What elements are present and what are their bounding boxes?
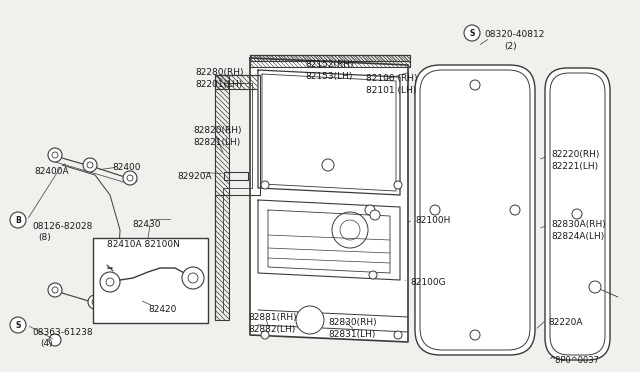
- Text: (4): (4): [40, 339, 52, 348]
- Text: ^8P0^0037: ^8P0^0037: [548, 356, 599, 365]
- Circle shape: [464, 25, 480, 41]
- Circle shape: [510, 205, 520, 215]
- Text: 08320-40812: 08320-40812: [484, 30, 545, 39]
- Text: 82882(LH): 82882(LH): [248, 325, 295, 334]
- Text: 82221(LH): 82221(LH): [551, 162, 598, 171]
- Bar: [93, 238, 208, 323]
- Circle shape: [365, 205, 375, 215]
- Circle shape: [322, 159, 334, 171]
- Circle shape: [188, 273, 198, 283]
- Circle shape: [10, 212, 26, 228]
- Circle shape: [10, 317, 26, 333]
- Text: 82100H: 82100H: [415, 216, 451, 225]
- Text: 82220A: 82220A: [548, 318, 582, 327]
- Circle shape: [182, 267, 204, 289]
- Circle shape: [572, 209, 582, 219]
- Circle shape: [106, 278, 114, 286]
- Circle shape: [88, 295, 102, 309]
- Text: 82100 (RH): 82100 (RH): [366, 74, 417, 83]
- Circle shape: [48, 148, 62, 162]
- Circle shape: [430, 205, 440, 215]
- Circle shape: [127, 175, 133, 181]
- Text: 82830(RH): 82830(RH): [328, 318, 376, 327]
- Circle shape: [87, 162, 93, 168]
- Text: 82830A(RH): 82830A(RH): [551, 220, 605, 229]
- FancyBboxPatch shape: [415, 65, 535, 355]
- Text: 82280(RH): 82280(RH): [195, 68, 243, 77]
- Text: 82420: 82420: [148, 305, 177, 314]
- Circle shape: [92, 299, 98, 305]
- Polygon shape: [258, 70, 400, 195]
- Text: 82220(RH): 82220(RH): [551, 150, 600, 159]
- Text: 82152(RH): 82152(RH): [305, 60, 353, 69]
- Text: 08363-61238: 08363-61238: [32, 328, 93, 337]
- Text: 82100G: 82100G: [410, 278, 445, 287]
- Circle shape: [394, 331, 402, 339]
- Text: 82101 (LH): 82101 (LH): [366, 86, 416, 95]
- Text: (2): (2): [504, 42, 516, 51]
- Bar: [250, 55, 410, 61]
- Text: (8): (8): [38, 233, 51, 242]
- Text: 82430: 82430: [132, 220, 161, 229]
- FancyBboxPatch shape: [545, 68, 610, 360]
- Circle shape: [261, 181, 269, 189]
- Text: S: S: [469, 29, 475, 38]
- Text: 82400: 82400: [112, 163, 141, 172]
- Circle shape: [470, 80, 480, 90]
- Polygon shape: [250, 58, 408, 342]
- Text: 82831(LH): 82831(LH): [328, 330, 376, 339]
- Circle shape: [49, 334, 61, 346]
- Text: 82820(RH): 82820(RH): [193, 126, 241, 135]
- Circle shape: [261, 331, 269, 339]
- Circle shape: [100, 272, 120, 292]
- Bar: [215, 75, 229, 320]
- Bar: [215, 75, 260, 89]
- Circle shape: [370, 210, 380, 220]
- Text: B: B: [15, 215, 21, 224]
- Circle shape: [470, 330, 480, 340]
- Text: 82410A 82100N: 82410A 82100N: [107, 240, 180, 249]
- Text: 82201(LH): 82201(LH): [195, 80, 243, 89]
- Bar: [250, 55, 410, 67]
- Circle shape: [123, 171, 137, 185]
- Text: 82153(LH): 82153(LH): [305, 72, 353, 81]
- Circle shape: [52, 152, 58, 158]
- Text: S: S: [15, 321, 20, 330]
- Circle shape: [52, 287, 58, 293]
- Text: 82824A(LH): 82824A(LH): [551, 232, 604, 241]
- Text: 82920A: 82920A: [177, 172, 212, 181]
- Circle shape: [48, 283, 62, 297]
- Circle shape: [296, 306, 324, 334]
- Circle shape: [83, 158, 97, 172]
- Text: 08126-82028: 08126-82028: [32, 222, 92, 231]
- Text: 82400A: 82400A: [34, 167, 68, 176]
- Text: 82881(RH): 82881(RH): [248, 313, 296, 322]
- Circle shape: [589, 281, 601, 293]
- Text: 82821(LH): 82821(LH): [193, 138, 240, 147]
- Circle shape: [369, 271, 377, 279]
- Circle shape: [394, 181, 402, 189]
